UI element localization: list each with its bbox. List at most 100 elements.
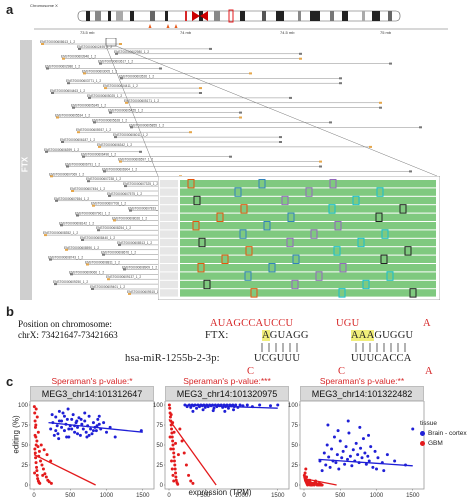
- data-point: [172, 430, 176, 434]
- chromosome-ideogram: Chromosome X 73.5 mb 74 mb 74.5 mb 75 mb: [30, 3, 448, 35]
- data-point: [185, 405, 189, 409]
- ftx-label: FTX:: [205, 330, 229, 341]
- alignment-row-label: [160, 280, 178, 289]
- x-axis-label: expression (TPM): [188, 488, 252, 497]
- exon: [239, 111, 242, 114]
- exon: [72, 106, 75, 109]
- plot-frame: [164, 401, 290, 490]
- data-point: [168, 415, 172, 419]
- ftx-bulge-3: A: [423, 318, 431, 329]
- data-point: [371, 465, 375, 469]
- data-point: [96, 417, 100, 421]
- facet-title: MEG3_chr14:101322482: [300, 386, 424, 401]
- data-point: [347, 431, 351, 435]
- data-point: [91, 429, 95, 433]
- transcript-label: ENST00000607454_1_2: [70, 187, 105, 191]
- exon: [279, 136, 282, 139]
- position-value: chrX: 73421647-73421663: [18, 330, 118, 340]
- regression-line: [168, 419, 217, 486]
- gene-marker-3: [174, 24, 178, 28]
- exon: [119, 43, 122, 45]
- exon: [77, 131, 80, 134]
- data-point: [105, 430, 108, 434]
- exon: [61, 141, 64, 143]
- exon: [124, 185, 127, 188]
- mir-bottom-2: C: [338, 366, 346, 377]
- transcript-label: ENST00000608513_1_2: [117, 241, 152, 245]
- edit-site-marker: [381, 229, 389, 239]
- mir-bottom-3: A: [425, 366, 433, 377]
- exon: [128, 292, 131, 295]
- data-point: [187, 473, 191, 477]
- edit-site-marker: [192, 221, 200, 231]
- data-point: [170, 459, 174, 463]
- edit-site-marker: [409, 288, 417, 298]
- data-point: [43, 472, 47, 476]
- data-point: [174, 478, 178, 482]
- edit-site-marker: [198, 237, 206, 248]
- data-point: [173, 467, 177, 471]
- data-point: [344, 445, 348, 449]
- exon: [199, 87, 202, 90]
- data-point: [76, 425, 79, 429]
- data-point: [310, 483, 314, 487]
- exon: [139, 150, 142, 153]
- transcript-label: ENST00000609137_1_2: [106, 275, 141, 279]
- data-point: [182, 451, 186, 455]
- data-point: [87, 414, 91, 418]
- zoom-line-left: [105, 45, 159, 177]
- data-point: [212, 406, 216, 410]
- data-point: [85, 435, 89, 439]
- transcript-label: ENST00000609401_1_2: [90, 285, 125, 289]
- exon: [339, 77, 342, 80]
- data-point: [113, 435, 117, 439]
- data-point: [34, 456, 38, 460]
- transcript-label: ENST00000607575_1_2: [107, 192, 142, 196]
- edit-site-marker: [268, 263, 276, 273]
- alignment-row: [180, 247, 436, 255]
- alignment-row-label: [160, 238, 178, 247]
- regression-line: [318, 458, 413, 467]
- edit-site-marker: [386, 271, 394, 281]
- data-point: [79, 417, 83, 421]
- ideogram-band: [150, 11, 155, 21]
- transcript-label: ENST00000608613_1_2: [40, 40, 75, 44]
- data-point: [303, 471, 307, 475]
- exon: [51, 92, 54, 94]
- x-tick-label: 0: [302, 493, 306, 499]
- mir-bottom-1: C: [247, 366, 255, 377]
- x-tick-label: 500: [65, 493, 76, 499]
- exon: [41, 43, 44, 45]
- data-point: [95, 424, 99, 428]
- exon: [199, 92, 202, 94]
- data-point: [223, 409, 227, 413]
- data-point: [52, 433, 56, 437]
- exon: [46, 67, 49, 70]
- transcript-label: ENST00000608440_1_2: [80, 236, 115, 240]
- data-point: [178, 427, 182, 431]
- data-point: [232, 408, 236, 412]
- ideogram-band: [372, 11, 380, 21]
- data-point: [75, 419, 79, 423]
- data-point: [203, 405, 207, 409]
- ftx-seed-1: AGUAGG: [262, 330, 309, 341]
- data-point: [326, 423, 330, 427]
- ideogram-band: [342, 11, 348, 21]
- alignment-row-label: [160, 255, 178, 263]
- alignment-row: [180, 280, 436, 289]
- panel-c-letter: c: [6, 374, 14, 389]
- alignment-row-label: [160, 264, 178, 272]
- alignment-row: [180, 255, 436, 263]
- y-tick-label: 50: [156, 443, 163, 449]
- data-point: [411, 427, 415, 431]
- transcript-label: ENST00000603771_1_2: [66, 79, 101, 83]
- data-point: [172, 455, 176, 459]
- edit-site-marker: [292, 254, 300, 264]
- x-tick-label: 1000: [100, 493, 114, 499]
- exon: [76, 214, 79, 217]
- exon: [118, 243, 121, 246]
- pvalue-annotation: Speraman's p-value:*: [51, 376, 133, 386]
- exon: [50, 175, 53, 178]
- exon: [86, 263, 89, 266]
